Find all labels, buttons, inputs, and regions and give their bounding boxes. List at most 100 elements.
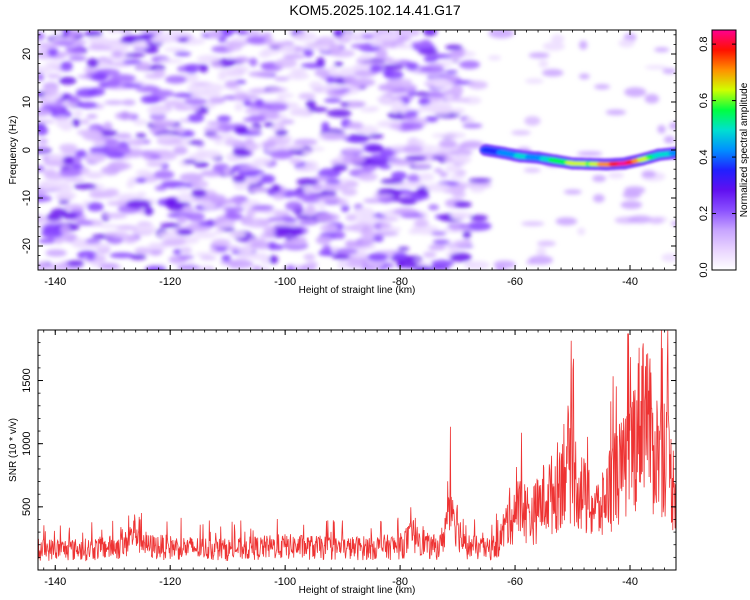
noise-blob [252,157,272,165]
noise-blob [238,94,259,100]
noise-blob [106,200,128,206]
noise-blob [453,240,471,248]
spectrogram-minor-ticks [38,30,677,270]
noise-blob [268,255,279,264]
spectrogram-x-ticks: -140 -120 -100 -80 -60 -40 [44,30,638,288]
noise-blob [618,38,635,48]
noise-blob [333,61,344,67]
noise-blob [278,45,296,54]
noise-blob [298,92,316,100]
noise-blob [374,231,399,237]
noise-blob [138,30,165,34]
noise-blob [177,255,195,260]
noise-blob [186,212,205,222]
noise-blob [135,169,152,177]
noise-blob [38,180,54,191]
noise-blob [462,230,472,239]
noise-blob [76,129,103,136]
noise-blob [193,161,210,168]
noise-blob [176,228,193,236]
noise-blob [151,89,175,98]
noise-blob [87,202,104,212]
noise-blob [367,106,380,112]
noise-blob [59,143,78,153]
noise-blob [274,129,289,136]
snr-y-ticks: 500 1000 1500 [21,368,676,516]
noise-blob [342,147,363,154]
noise-blob [232,147,252,157]
snr-minor-ticks [38,329,677,570]
noise-blob [288,226,304,236]
noise-blob [318,195,341,202]
noise-blob [87,45,113,51]
noise-blob [422,30,438,37]
colorbar-tick-label: 0.4 [698,149,710,164]
noise-blob [84,171,107,178]
noise-blob [317,168,341,179]
noise-blob [263,122,275,128]
noise-blob [38,32,45,41]
spectrogram-x-tick-label: -100 [274,276,296,288]
noise-blob [386,79,398,85]
noise-blob [246,127,259,132]
signal-ridge [479,144,676,171]
noise-blob [252,265,262,270]
noise-blob [373,234,384,243]
noise-blob [311,183,324,192]
noise-blob [47,47,59,57]
noise-blob [140,95,161,104]
noise-blob [85,238,101,244]
snr-y-tick-label: 1000 [21,431,33,455]
noise-blob [445,44,463,51]
noise-blob [341,188,358,196]
noise-blob [66,260,85,267]
noise-blob [217,37,227,43]
noise-blob [433,168,443,173]
noise-blob [418,97,431,106]
noise-blob [194,231,217,239]
noise-blob [411,194,430,200]
spectrogram-x-tick-label: -140 [44,276,66,288]
noise-blob [73,183,97,190]
noise-blob [38,73,45,82]
noise-blob [605,109,627,116]
noise-blob [92,138,106,147]
noise-blob [316,57,325,67]
noise-blob [207,30,224,39]
noise-blob [56,118,73,129]
spectrogram-x-tick-label: -80 [392,276,408,288]
noise-blob [68,56,87,61]
noise-blob [430,259,455,267]
noise-blob [122,34,139,41]
noise-blob [86,58,99,68]
noise-blob [195,252,212,257]
noise-blob [308,106,328,113]
noise-blob [265,227,277,233]
noise-blob [160,180,187,189]
colorbar-tick-label: 0.6 [698,93,710,108]
noise-blob [271,184,281,193]
noise-blob [392,252,408,260]
noise-blob [150,119,176,127]
snr-series-line [38,330,676,562]
noise-blob [202,194,226,202]
noise-blob [254,99,265,106]
noise-blob [204,102,216,109]
noise-blob [115,132,132,140]
noise-blob [442,131,466,139]
noise-blob [620,200,643,210]
noise-blob [176,187,190,192]
noise-blob [306,261,318,269]
noise-blob [343,74,357,85]
noise-blob [111,50,124,58]
noise-blob [176,214,188,224]
noise-blob [48,96,57,102]
noise-blob [258,50,271,59]
noise-blob [326,109,352,118]
noise-blob [403,179,425,189]
noise-blob [654,47,670,53]
noise-blob [280,119,295,125]
noise-blob [400,122,424,131]
snr-x-tick-label: -140 [44,576,66,588]
noise-blob [38,165,45,173]
